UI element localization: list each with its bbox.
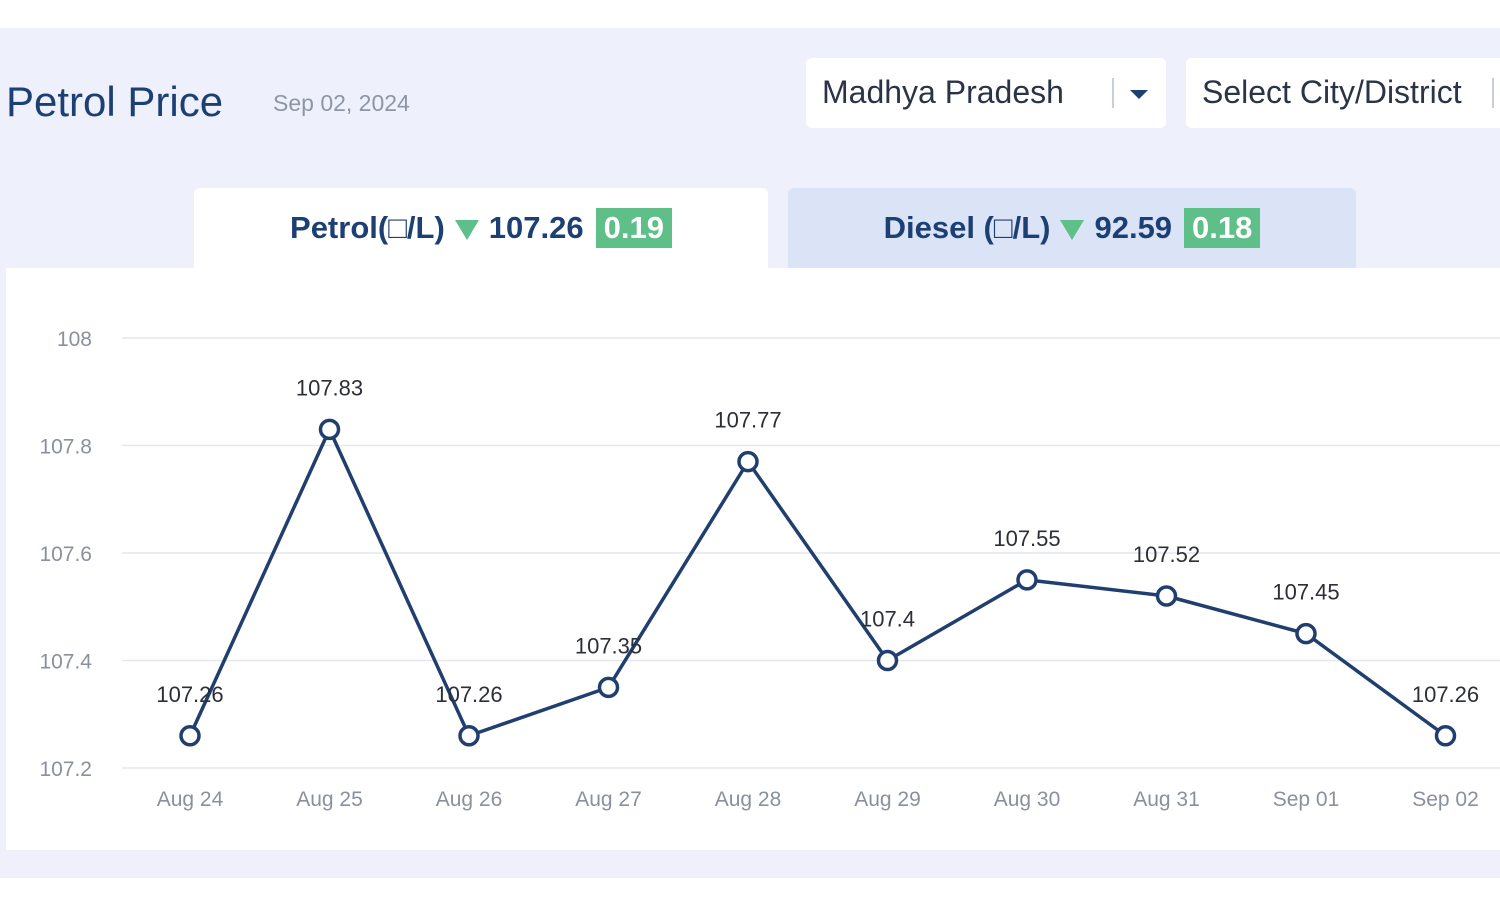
data-point bbox=[458, 725, 480, 747]
tab-diesel-price: 92.59 bbox=[1094, 210, 1173, 245]
x-tick-label: Aug 27 bbox=[575, 788, 642, 811]
y-tick-label: 108 bbox=[57, 328, 92, 351]
y-tick-label: 107.4 bbox=[39, 651, 92, 674]
data-point bbox=[1434, 725, 1457, 747]
select-separator bbox=[1492, 78, 1494, 108]
data-label: 107.26 bbox=[435, 682, 502, 707]
tab-petrol[interactable]: Petrol(□/L) 107.26 0.19 bbox=[194, 188, 768, 268]
x-tick-label: Aug 31 bbox=[1133, 788, 1200, 811]
x-tick-label: Aug 24 bbox=[157, 788, 224, 811]
trend-down-icon bbox=[454, 220, 479, 240]
data-label: 107.45 bbox=[1272, 580, 1339, 605]
tab-diesel-label: Diesel (□/L) bbox=[883, 210, 1051, 245]
data-label: 107.83 bbox=[296, 375, 363, 400]
tab-petrol-label: Petrol(□/L) bbox=[290, 210, 445, 245]
data-point bbox=[597, 676, 620, 699]
data-point bbox=[737, 450, 759, 473]
data-point bbox=[318, 418, 341, 441]
x-tick-label: Aug 29 bbox=[854, 788, 921, 811]
data-point bbox=[1295, 622, 1317, 645]
chart-card: 107.2 107.4 107.6 107.8 108 Aug 24 Aug 25 Aug 2… bbox=[6, 268, 1500, 850]
x-tick-label: Aug 25 bbox=[296, 788, 363, 811]
y-tick-label: 107.6 bbox=[39, 543, 92, 566]
data-point bbox=[1016, 569, 1038, 591]
data-point bbox=[876, 649, 899, 672]
x-tick-label: Aug 28 bbox=[715, 788, 782, 811]
data-label: 107.4 bbox=[860, 607, 915, 632]
y-tick-label: 107.8 bbox=[39, 436, 92, 459]
data-label: 107.55 bbox=[993, 526, 1060, 551]
tab-petrol-price: 107.26 bbox=[488, 210, 584, 245]
trend-down-icon bbox=[1060, 220, 1085, 240]
tab-diesel-change-badge: 0.18 bbox=[1184, 208, 1261, 248]
tab-petrol-change-badge: 0.19 bbox=[595, 208, 672, 248]
data-label: 107.52 bbox=[1133, 542, 1200, 567]
state-select-value: Madhya Pradesh bbox=[822, 74, 1064, 110]
city-select[interactable]: Select City/District bbox=[1186, 58, 1500, 128]
tab-diesel[interactable]: Diesel (□/L) 92.59 0.18 bbox=[788, 188, 1356, 268]
city-select-placeholder: Select City/District bbox=[1202, 74, 1462, 110]
data-point bbox=[179, 725, 201, 747]
y-tick-label: 107.2 bbox=[39, 758, 92, 781]
data-point bbox=[1155, 585, 1178, 607]
data-label: 107.26 bbox=[156, 682, 223, 707]
data-label: 107.26 bbox=[1412, 682, 1479, 707]
select-separator bbox=[1112, 78, 1114, 108]
x-tick-label: Sep 02 bbox=[1412, 788, 1479, 811]
page-date: Sep 02, 2024 bbox=[273, 90, 410, 116]
chevron-down-icon[interactable] bbox=[1130, 90, 1148, 99]
state-select[interactable]: Madhya Pradesh bbox=[806, 58, 1166, 128]
price-line-chart: 107.2 107.4 107.6 107.8 108 Aug 24 Aug 25 Aug 2… bbox=[39, 328, 1500, 811]
data-label: 107.35 bbox=[575, 633, 642, 658]
x-tick-label: Aug 26 bbox=[436, 788, 503, 811]
page-title: Petrol Price bbox=[6, 78, 224, 125]
x-tick-label: Sep 01 bbox=[1273, 788, 1340, 811]
data-label: 107.77 bbox=[714, 408, 781, 433]
x-tick-label: Aug 30 bbox=[994, 788, 1061, 811]
series-line bbox=[188, 427, 1447, 738]
